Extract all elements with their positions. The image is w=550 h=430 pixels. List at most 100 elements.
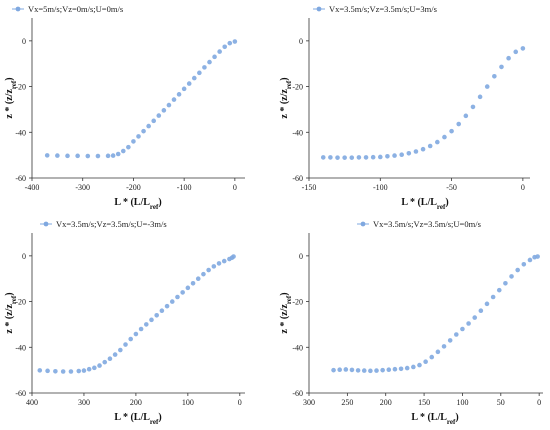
data-point — [496, 287, 502, 293]
data-point — [190, 280, 196, 286]
data-point — [222, 44, 228, 50]
chart-panel-bottom-left: -60 -40 -20 0 400 300 200 100 0 z * (z/zref) L * (… — [0, 215, 275, 430]
data-point — [105, 153, 111, 159]
y-axis-label-close: ) — [4, 292, 15, 295]
x-tick-label: 300 — [303, 398, 315, 407]
y-axis-label-main: z * (z/z — [4, 89, 15, 119]
x-tick-label: 0 — [521, 183, 525, 192]
y-tick-label: -40 — [15, 128, 26, 137]
data-point — [380, 367, 385, 373]
data-point — [164, 303, 170, 309]
data-point — [404, 365, 410, 371]
x-axis-label-subscript: ref — [437, 203, 446, 211]
y-axis-label: z * (z/zref) — [4, 292, 18, 333]
x-axis-label: L * (L/Lref) — [401, 197, 448, 211]
x-axis-label-main: L * (L/L — [114, 412, 150, 423]
data-point — [385, 153, 390, 159]
data-point — [392, 366, 398, 372]
data-point — [171, 97, 177, 102]
data-point — [335, 155, 340, 160]
y-axis-label-subscript: ref — [10, 295, 18, 304]
chart-panel-bottom-right: -60 -40 -20 0 300 250 200 150 100 50 0 z * (z/zref)… — [275, 215, 550, 430]
data-point — [399, 152, 404, 157]
x-tick-label: 0 — [238, 398, 242, 407]
data-point — [85, 153, 91, 159]
y-axis-label: z * (z/zref) — [4, 77, 18, 118]
y-tick-label: -40 — [292, 343, 303, 352]
data-point — [126, 144, 131, 150]
legend-marker — [360, 221, 366, 227]
data-point — [441, 344, 447, 349]
y-axis-label-subscript: ref — [285, 295, 293, 304]
data-point — [392, 153, 397, 158]
y-tick-label: -60 — [15, 389, 26, 398]
x-tick-label: -200 — [126, 183, 141, 192]
data-point — [55, 153, 60, 158]
x-axis-label: L * (L/Lref) — [411, 412, 458, 426]
data-point — [423, 359, 428, 364]
legend-marker — [43, 221, 49, 227]
data-point — [478, 308, 484, 314]
y-tick-label: -60 — [15, 174, 26, 183]
data-point — [197, 70, 202, 76]
data-point — [499, 64, 504, 70]
data-point — [112, 352, 118, 357]
data-point — [398, 366, 404, 372]
y-tick-label: 0 — [299, 37, 303, 46]
x-tick-label: 250 — [341, 398, 353, 407]
data-point — [206, 267, 211, 273]
data-point — [176, 92, 182, 97]
y-tick-label: -40 — [15, 343, 26, 352]
data-point — [120, 148, 126, 154]
y-axis-label-close: ) — [4, 77, 15, 80]
y-tick-label: 0 — [299, 252, 303, 261]
data-point — [181, 86, 187, 92]
data-point — [227, 40, 233, 46]
data-point — [159, 308, 165, 314]
x-axis-label: L * (L/Lref) — [114, 197, 161, 211]
data-point — [65, 153, 70, 159]
data-point — [442, 134, 447, 140]
x-axis-label-close: ) — [158, 197, 161, 208]
data-point — [95, 153, 101, 159]
data-point — [343, 367, 349, 372]
y-tick-label: -20 — [292, 83, 303, 92]
y-axis-label-main: z * (z/z — [279, 89, 290, 119]
y-axis-label-subscript: ref — [10, 80, 18, 89]
x-tick-label: -100 — [373, 183, 388, 192]
data-point — [420, 146, 426, 152]
data-point — [509, 274, 514, 279]
data-point — [484, 301, 490, 307]
data-point — [211, 264, 217, 269]
data-point — [146, 123, 151, 129]
chart-panel-top-right: -60 -40 -20 0 -150 -100 -50 0 z * (z/zref) L * (L… — [275, 0, 550, 215]
x-axis-label-subscript: ref — [447, 418, 456, 426]
y-tick-label: 0 — [22, 37, 26, 46]
data-point — [513, 49, 519, 55]
data-point — [417, 362, 422, 368]
data-point — [143, 322, 149, 327]
chart-svg-top-left: -60-40-200-400 -300 -200 -100 0z * (z/zref)L… — [4, 4, 245, 211]
data-point — [447, 338, 453, 343]
data-point — [107, 356, 113, 362]
data-point — [363, 155, 369, 160]
data-point — [186, 81, 192, 86]
data-point — [45, 368, 50, 374]
data-point — [175, 294, 180, 300]
data-point — [141, 128, 146, 134]
data-point — [221, 258, 227, 264]
data-point — [337, 367, 342, 372]
legend-marker — [316, 6, 322, 12]
data-point — [515, 267, 520, 273]
data-point — [169, 299, 175, 304]
x-tick-label: 0 — [233, 183, 237, 192]
data-point — [149, 317, 154, 323]
data-point — [92, 365, 97, 371]
data-point — [138, 326, 144, 332]
data-point — [136, 134, 141, 139]
data-point — [320, 155, 326, 160]
data-point — [166, 102, 172, 108]
